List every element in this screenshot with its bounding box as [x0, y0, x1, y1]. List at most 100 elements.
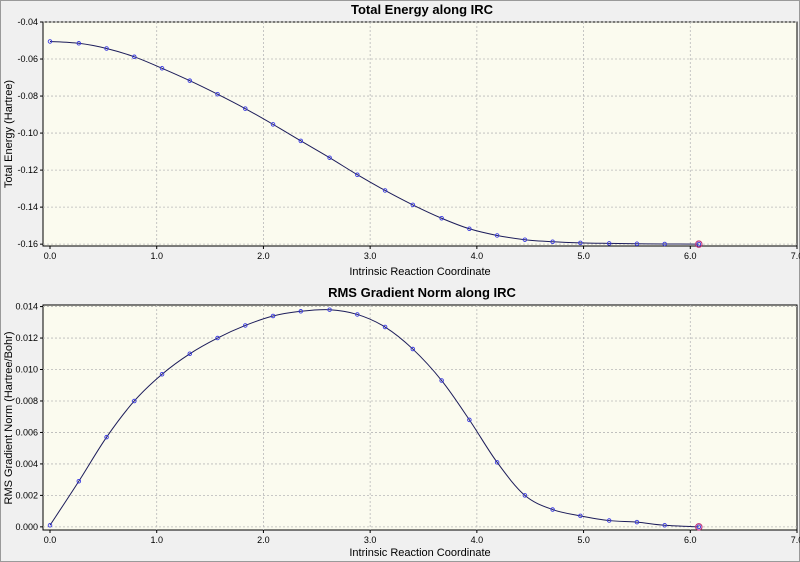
energy-y-tick-label: -0.04: [17, 17, 38, 27]
energy-x-tick-label: 2.0: [257, 251, 270, 261]
gradient-data-point[interactable]: [270, 313, 276, 319]
energy-data-point[interactable]: [355, 172, 360, 177]
energy-x-tick-label: 7.0: [791, 251, 800, 261]
gradient-y-tick-label: 0.010: [15, 365, 38, 375]
gradient-y-tick-label: 0.008: [15, 396, 38, 406]
gradient-data-point[interactable]: [696, 524, 702, 530]
energy-data-point[interactable]: [187, 78, 193, 83]
gradient-x-tick-label: 2.0: [257, 535, 270, 545]
gradient-data-point[interactable]: [355, 312, 360, 317]
gradient-y-tick-label: 0.006: [15, 427, 38, 437]
gradient-x-tick-label: 5.0: [577, 535, 590, 545]
energy-y-tick-label: -0.06: [17, 54, 38, 64]
energy-data-point[interactable]: [578, 240, 583, 246]
gradient-data-point[interactable]: [494, 460, 500, 465]
gradient-x-tick-label: 0.0: [44, 535, 57, 545]
gradient-data-point[interactable]: [522, 493, 528, 498]
gradient-chart: RMS Gradient Norm along IRC 0.0 1.0 2.0 3.0…: [3, 285, 800, 559]
gradient-data-point[interactable]: [606, 518, 612, 523]
energy-x-tick-label: 0.0: [44, 251, 57, 261]
gradient-y-tick-label: 0.014: [15, 302, 38, 312]
energy-series: [47, 39, 703, 248]
energy-grid: [43, 21, 797, 246]
gradient-data-point[interactable]: [634, 519, 640, 525]
gradient-series: [47, 307, 703, 531]
energy-y-tick-label: -0.16: [17, 239, 38, 249]
gradient-plot-area: [42, 304, 798, 531]
energy-data-point[interactable]: [410, 202, 416, 208]
energy-x-tick-label: 4.0: [471, 251, 484, 261]
energy-x-tick-label: 1.0: [150, 251, 163, 261]
energy-current-point[interactable]: [695, 240, 703, 248]
energy-x-tick-label: 6.0: [684, 251, 697, 261]
energy-data-point[interactable]: [467, 226, 472, 232]
energy-chart: Total Energy along IRC 0.0 1.0 2.0 3.0 4.0 5.…: [3, 2, 800, 278]
energy-x-tick-label: 3.0: [364, 251, 377, 261]
energy-y-tick-label: -0.08: [17, 91, 38, 101]
energy-data-point[interactable]: [634, 241, 640, 247]
gradient-data-point[interactable]: [47, 523, 53, 528]
gradient-data-point[interactable]: [215, 335, 220, 341]
gradient-ticks: 0.0 1.0 2.0 3.0 4.0 5.0 6.0 7.0 0.014 0.012 0.010 0…: [15, 302, 800, 545]
gradient-data-point[interactable]: [187, 351, 193, 357]
energy-data-point[interactable]: [522, 237, 528, 242]
energy-data-point[interactable]: [243, 106, 248, 111]
gradient-data-point[interactable]: [327, 307, 332, 312]
energy-data-point[interactable]: [104, 46, 109, 51]
gradient-data-point[interactable]: [467, 417, 472, 423]
gradient-y-tick-label: 0.000: [15, 522, 38, 532]
energy-data-point[interactable]: [270, 122, 276, 127]
energy-data-point[interactable]: [550, 239, 555, 244]
energy-chart-title: Total Energy along IRC: [351, 2, 494, 17]
gradient-x-tick-label: 1.0: [150, 535, 163, 545]
gradient-data-point[interactable]: [410, 346, 416, 352]
gradient-data-point[interactable]: [76, 478, 82, 484]
gradient-data-point[interactable]: [550, 507, 555, 512]
gradient-x-tick-label: 7.0: [791, 535, 800, 545]
energy-data-point[interactable]: [159, 66, 165, 71]
energy-plot-area: [42, 21, 798, 247]
gradient-data-point[interactable]: [104, 434, 109, 440]
gradient-current-point[interactable]: [695, 523, 703, 531]
gradient-y-tick-label: 0.004: [15, 459, 38, 469]
gradient-data-point[interactable]: [382, 324, 388, 330]
gradient-y-axis-label: RMS Gradient Norm (Hartree/Bohr): [3, 332, 15, 505]
gradient-grid: [43, 305, 797, 530]
energy-data-point[interactable]: [439, 215, 444, 221]
gradient-data-point[interactable]: [662, 523, 667, 528]
gradient-series-line: [49, 309, 699, 528]
gradient-x-tick-label: 3.0: [364, 535, 377, 545]
energy-data-point[interactable]: [382, 188, 388, 193]
energy-data-point[interactable]: [132, 54, 137, 60]
energy-ticks: 0.0 1.0 2.0 3.0 4.0 5.0 6.0 7.0 -0.04 -0.06 -0.08 -…: [17, 17, 800, 261]
gradient-data-point[interactable]: [243, 323, 248, 328]
energy-x-tick-label: 5.0: [577, 251, 590, 261]
energy-data-point[interactable]: [606, 241, 612, 246]
energy-data-point[interactable]: [76, 41, 82, 46]
energy-y-tick-label: -0.10: [17, 128, 38, 138]
gradient-data-point[interactable]: [159, 371, 165, 377]
energy-y-axis-label: Total Energy (Hartree): [3, 80, 15, 188]
energy-y-tick-label: -0.14: [17, 202, 38, 212]
energy-data-point[interactable]: [494, 233, 500, 238]
gradient-y-tick-label: 0.012: [15, 333, 38, 343]
gradient-data-point[interactable]: [298, 309, 304, 314]
energy-y-tick-label: -0.12: [17, 165, 38, 175]
energy-data-point[interactable]: [696, 241, 702, 247]
gradient-data-point[interactable]: [439, 378, 444, 383]
gradient-chart-title: RMS Gradient Norm along IRC: [328, 285, 516, 300]
energy-series-line: [49, 40, 699, 245]
gradient-x-axis-label: Intrinsic Reaction Coordinate: [349, 547, 490, 559]
energy-data-point[interactable]: [327, 155, 332, 160]
gradient-data-point[interactable]: [578, 513, 583, 519]
gradient-y-tick-label: 0.002: [15, 490, 38, 500]
energy-data-point[interactable]: [298, 138, 304, 144]
gradient-x-tick-label: 4.0: [471, 535, 484, 545]
gradient-data-point[interactable]: [132, 398, 137, 404]
energy-data-point[interactable]: [47, 39, 53, 44]
energy-data-point[interactable]: [662, 241, 667, 247]
gradient-x-tick-label: 6.0: [684, 535, 697, 545]
energy-data-point[interactable]: [215, 91, 220, 97]
